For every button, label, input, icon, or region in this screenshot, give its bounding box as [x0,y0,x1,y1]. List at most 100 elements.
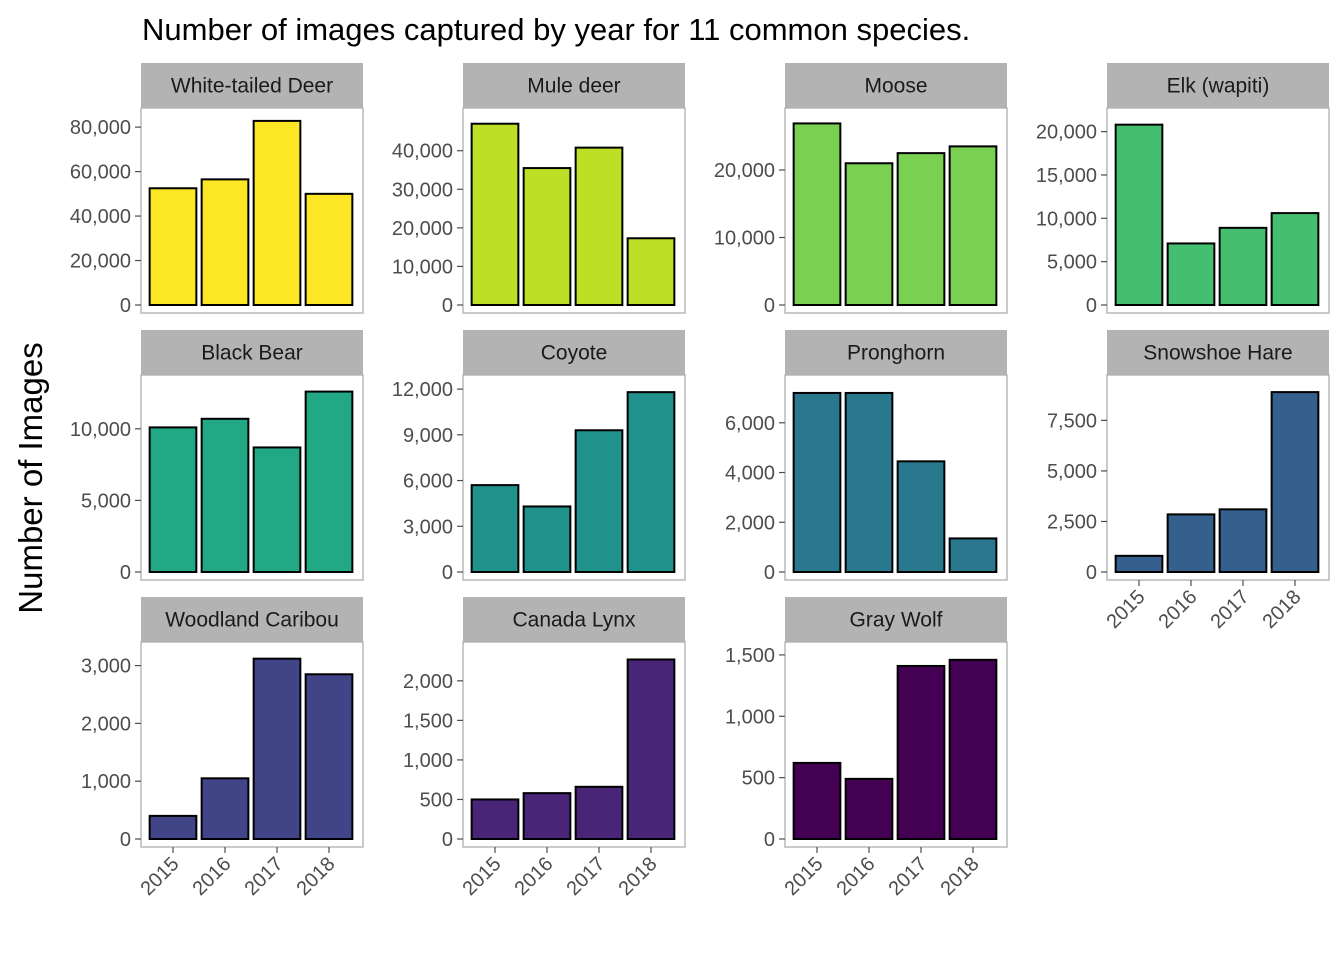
bar-woodland-caribou-2016 [200,777,250,841]
facet-strip [141,330,363,375]
bar-black-bear-2015 [148,426,198,573]
y-tick-label: 1,000 [81,771,131,793]
facet-panels: White-tailed Deer 0 20,000 40,000 60,000 80,0… [70,63,1330,900]
bar-woodland-caribou-2017 [252,657,302,841]
facet-strip [785,63,1007,108]
bar-coyote-2015 [470,484,520,574]
y-tick-label: 5,000 [1047,252,1097,274]
bar-black-bear-2016 [200,417,250,573]
facet-strip [141,63,363,108]
bar-mule-deer-2016 [522,167,572,306]
bar-pronghorn-2017 [896,460,946,574]
facet-moose: Moose 0 10,000 20,000 [714,63,1008,317]
y-tick-label: 0 [120,829,131,851]
bar-woodland-caribou-2018 [304,673,354,840]
y-tick-label: 6,000 [403,471,453,493]
y-axis-label: Number of Images [12,342,49,613]
y-tick-label: 0 [764,829,775,851]
bar-snowshoe-hare-2015 [1114,554,1164,573]
facet-woodland-caribou: Woodland Caribou 0 1,000 2,000 3,000 2015 2016… [81,597,364,900]
chart-title: Number of images captured by year for 11… [142,12,970,47]
facet-strip-label: Snowshoe Hare [1143,342,1292,365]
facet-strip-label: Pronghorn [847,342,945,365]
y-tick-label: 5,000 [1047,461,1097,483]
x-tick-label: 2015 [459,853,506,900]
y-tick-label: 10,000 [70,419,131,441]
facet-gray-wolf: Gray Wolf 0 500 1,000 1,500 2015 2016 2017 2018 [725,597,1008,900]
facet-strip [463,330,685,375]
y-tick-label: 1,500 [403,710,453,732]
facet-pronghorn: Pronghorn 0 2,000 4,000 6,000 [725,330,1008,584]
y-tick-label: 0 [120,295,131,317]
bar-elk-wapiti-2015 [1114,123,1164,306]
bar-moose-2016 [844,162,894,306]
x-tick-label: 2016 [511,853,558,900]
bar-elk-wapiti-2018 [1270,212,1320,307]
facet-strip [463,63,685,108]
y-tick-label: 6,000 [725,413,775,435]
x-tick-label: 2015 [781,853,828,900]
bar-pronghorn-2018 [948,537,998,573]
facet-strip-label: Black Bear [201,342,303,365]
y-tick-label: 0 [764,562,775,584]
y-tick-label: 15,000 [1036,165,1097,187]
y-tick-label: 40,000 [392,141,453,163]
y-tick-label: 2,000 [403,671,453,693]
y-tick-label: 10,000 [1036,208,1097,230]
x-tick-label: 2018 [1259,586,1306,633]
y-tick-label: 2,500 [1047,511,1097,533]
bar-coyote-2016 [522,505,572,574]
facet-strip-label: Woodland Caribou [165,609,339,632]
bar-mule-deer-2018 [626,237,676,306]
x-tick-label: 2015 [1103,586,1150,633]
y-tick-label: 0 [1086,562,1097,584]
bar-gray-wolf-2017 [896,664,946,840]
y-tick-label: 4,000 [725,463,775,485]
bar-pronghorn-2015 [792,391,842,573]
bar-moose-2018 [948,145,998,306]
bar-woodland-caribou-2015 [148,814,198,841]
bar-snowshoe-hare-2016 [1166,513,1216,574]
y-tick-label: 3,000 [403,516,453,538]
bar-coyote-2018 [626,391,676,574]
facet-strip-label: Gray Wolf [850,609,943,632]
bar-elk-wapiti-2016 [1166,242,1216,307]
x-tick-label: 2018 [293,853,340,900]
bar-white-tailed-deer-2015 [148,187,198,306]
bar-gray-wolf-2015 [792,761,842,841]
x-tick-label: 2018 [615,853,662,900]
bar-canada-lynx-2015 [470,798,520,841]
x-tick-label: 2017 [241,853,288,900]
bar-snowshoe-hare-2018 [1270,391,1320,573]
bar-moose-2015 [792,122,842,306]
y-tick-label: 7,500 [1047,410,1097,432]
bar-white-tailed-deer-2017 [252,119,302,306]
facet-elk-wapiti: Elk (wapiti) 0 5,000 10,000 15,000 20,000 [1036,63,1330,317]
facet-strip [1107,330,1329,375]
y-tick-label: 0 [120,562,131,584]
y-tick-label: 0 [442,295,453,317]
facet-strip-label: Canada Lynx [513,609,636,632]
y-tick-label: 0 [442,829,453,851]
y-tick-label: 1,000 [725,706,775,728]
bar-moose-2017 [896,152,946,306]
y-tick-label: 10,000 [392,256,453,278]
bar-canada-lynx-2018 [626,658,676,841]
facet-strip [785,597,1007,642]
y-tick-label: 60,000 [70,162,131,184]
y-tick-label: 2,000 [725,512,775,534]
facet-strip [1107,63,1329,108]
y-tick-label: 80,000 [70,117,131,139]
bar-coyote-2017 [574,429,624,573]
x-tick-label: 2017 [563,853,610,900]
y-tick-label: 30,000 [392,179,453,201]
y-tick-label: 20,000 [392,218,453,240]
y-tick-label: 20,000 [1036,122,1097,144]
y-tick-label: 3,000 [81,656,131,678]
y-tick-label: 10,000 [714,228,775,250]
bar-black-bear-2017 [252,446,302,574]
bar-pronghorn-2016 [844,391,894,573]
y-tick-label: 0 [442,562,453,584]
